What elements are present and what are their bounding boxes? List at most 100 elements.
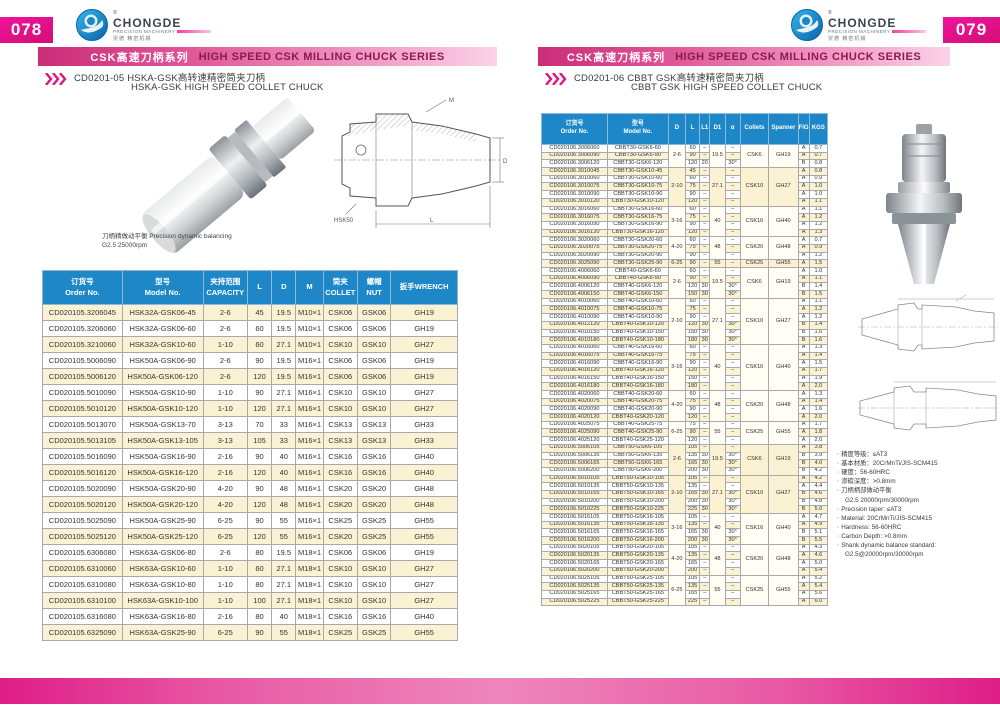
cell-kgs: 4.8 [808, 497, 829, 507]
cell: GSK13 [356, 416, 392, 433]
cell-kgs: 1.3 [808, 390, 829, 399]
cell: 90 [246, 448, 273, 465]
table-row: CD020106.3016090 CBBT30-GSK16-90 90– – A 1.2 [541, 220, 829, 230]
cell-order: CD020106.3006090 [541, 151, 608, 161]
column-header: FIG [797, 113, 810, 145]
cell: GH40 [390, 608, 458, 625]
cell-alpha: – [724, 405, 741, 415]
cell: GH19 [390, 544, 458, 561]
cell-model: CBBT50-GSK16-200 [606, 536, 669, 545]
cell-l: 135 [684, 582, 701, 591]
cell-l: 60 [684, 174, 701, 184]
cell-l1: – [699, 351, 711, 361]
cell-kgs: 1.6 [808, 405, 829, 415]
column-header-line: KGS [811, 125, 825, 132]
cell-fig: A [797, 482, 810, 491]
cell: GH40 [390, 464, 458, 481]
cell-alpha: – [724, 443, 741, 453]
cell-d-merged: 4-20 [667, 543, 687, 576]
cell-fig: A [797, 413, 810, 422]
cell-fig: A [797, 351, 810, 361]
cell-l: 60 [684, 343, 701, 353]
cell: CSK20 [322, 496, 358, 513]
cell-collet-merged: CSK16 [739, 343, 770, 392]
cell-fig: B [797, 328, 810, 338]
cell-order: CD020106.5016200 [541, 536, 608, 545]
cell: GSK06 [356, 304, 392, 321]
note-text: Shank dynamic balance standard: [841, 542, 937, 550]
column-header: Collets [739, 113, 770, 145]
column-header: D [271, 270, 297, 305]
cell-order: CD020106.5010225 [541, 505, 608, 514]
cell-collet-merged: CSK6 [739, 143, 770, 169]
column-header-line: 夹持范围 [210, 277, 241, 287]
cell-kgs: 2.0 [808, 436, 829, 445]
cell-model: CBBT40-GSK20-60 [606, 390, 669, 399]
cell-l: 120 [684, 282, 701, 292]
table-row: CD020105.5006120 HSK50A-GSK06-120 2-6 120 19… [42, 368, 458, 385]
cell-fig: A [797, 436, 810, 445]
cell-fig: A [797, 366, 810, 376]
cell-spanner-merged: GH40 [768, 513, 799, 545]
cell-kgs: 1.9 [808, 374, 829, 384]
cell-order: CD020106.4025120 [541, 436, 608, 445]
cell: GH55 [390, 512, 458, 529]
cell: GSK20 [356, 480, 392, 497]
table-row: CD020106.3010045 CBBT30-GSK10-45 2-10 45–27… [541, 167, 829, 207]
cell-order: CD020106.5025135 [541, 582, 608, 591]
cell-alpha: 30° [724, 159, 741, 169]
cell-model: CBBT50-GSK10-135 [606, 482, 669, 491]
cell-l1: 20 [699, 159, 711, 169]
cell-alpha: – [724, 251, 741, 261]
cell-kgs: 4.2 [808, 474, 829, 484]
cell: GSK25 [356, 624, 392, 641]
column-header-line: D [281, 282, 287, 292]
cell: GSK10 [356, 336, 392, 353]
cell-l1: – [699, 220, 711, 230]
cell-l: 75 [684, 182, 701, 192]
cell-fig: A [797, 182, 810, 192]
cell-l: 90 [684, 251, 701, 261]
cell-l1: 30 [699, 505, 711, 514]
cell-d-merged: 3-16 [667, 205, 687, 238]
section-title-line1: CD0201-05 HSKA-GSK高转速精密筒夹刀柄 [74, 73, 266, 84]
cell-fig: A [797, 197, 810, 207]
cell-kgs: 5.0 [808, 559, 829, 568]
cell-l1: – [699, 182, 711, 192]
cell: 90 [246, 512, 273, 529]
cell: GSK13 [356, 432, 392, 449]
cell: 3-13 [202, 416, 248, 433]
column-header-line: Collets [744, 125, 765, 132]
table-row: CD020105.6310060 HSK63A-GSK10-60 1-10 60 27.… [42, 560, 458, 577]
cell-model: CBBT50-GSK6-105 [606, 443, 669, 453]
cell-fig: A [797, 474, 810, 484]
column-header-line: 扳手WRENCH [399, 282, 449, 292]
cell-d1-merged: 48 [709, 236, 726, 261]
cell-spanner-merged: GH27 [768, 297, 799, 345]
table-row: CD020105.5025120 HSK50A-GSK25-120 6-25 120 5… [42, 528, 458, 545]
cell: HSK32A-GSK06-45 [121, 304, 204, 321]
cell: HSK63A-GSK06-80 [121, 544, 204, 561]
cell-alpha: – [724, 413, 741, 422]
cell-l1: 30 [699, 459, 711, 468]
cell-model: CBBT30-GSK10-45 [606, 167, 669, 176]
cell-l1: – [699, 343, 711, 353]
cell-order: CD020106.5006135 [541, 451, 608, 461]
cell-alpha: – [724, 167, 741, 176]
note-text: Hardness: 56-60HRC [841, 523, 902, 531]
cell-alpha: 30° [724, 466, 741, 476]
cell-fig: A [797, 190, 810, 199]
cell-l1: 30 [699, 290, 711, 299]
bullet-icon: ◦ [837, 487, 840, 495]
cell-fig: A [797, 582, 810, 591]
cell-l: 60 [684, 205, 701, 215]
cell-collet-merged: CSK10 [739, 167, 770, 207]
cell-alpha: – [724, 390, 741, 399]
note-text: 精度等级：≤AT3 [841, 451, 888, 458]
column-header-line: Spanner [771, 125, 796, 132]
cell-model: CBBT40-GSK16-75 [606, 351, 669, 361]
cell-l: 90 [684, 259, 701, 268]
cell: CSK20 [322, 480, 358, 497]
bullet-icon: ◦ [837, 542, 840, 550]
table-row: CD020105.5025090 HSK50A-GSK25-90 6-25 90 55 M… [42, 512, 458, 529]
